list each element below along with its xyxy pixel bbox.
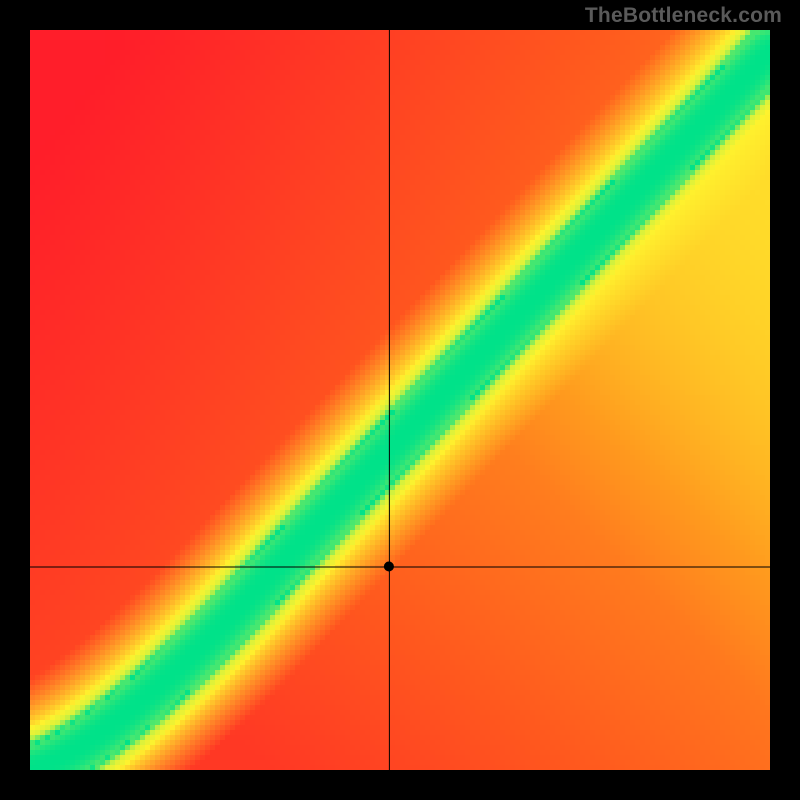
watermark-text: TheBottleneck.com <box>585 4 782 28</box>
heatmap-container <box>30 30 770 770</box>
bottleneck-heatmap <box>30 30 770 770</box>
page-root: TheBottleneck.com <box>0 0 800 800</box>
